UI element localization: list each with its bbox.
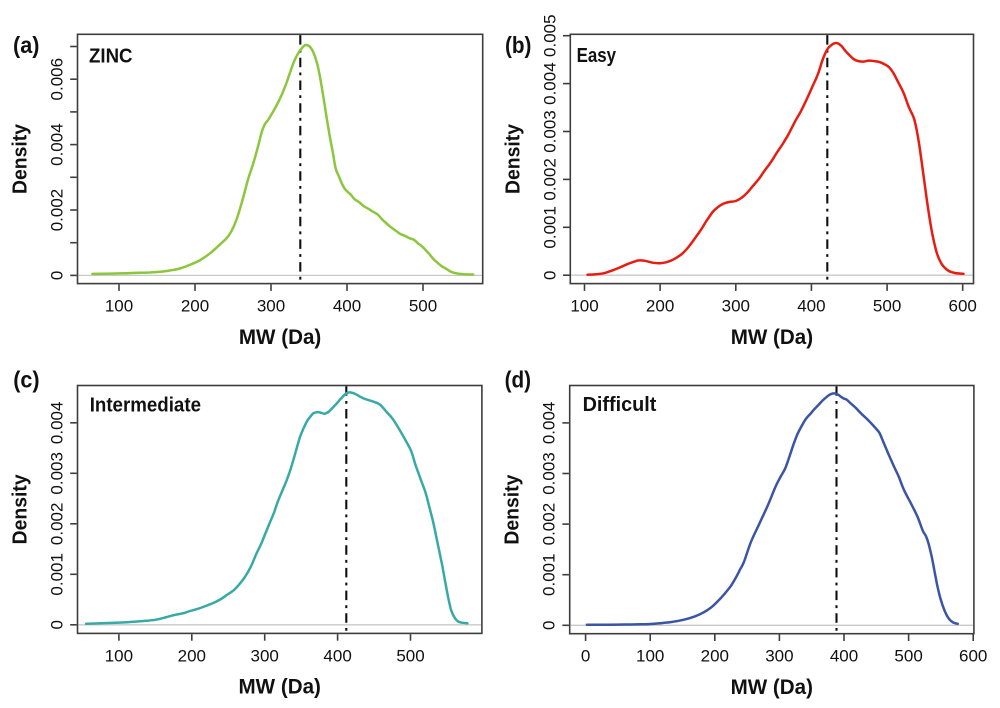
svg-text:MW (Da): MW (Da) xyxy=(731,676,813,699)
svg-text:0.003: 0.003 xyxy=(540,110,559,153)
svg-text:500: 500 xyxy=(873,297,901,316)
svg-text:Easy: Easy xyxy=(577,45,617,67)
svg-text:(a): (a) xyxy=(13,32,39,58)
svg-text:0.003: 0.003 xyxy=(48,452,67,495)
svg-text:500: 500 xyxy=(894,647,922,666)
svg-text:MW (Da): MW (Da) xyxy=(239,676,321,699)
svg-text:0: 0 xyxy=(540,270,559,279)
svg-text:Density: Density xyxy=(10,123,32,194)
svg-text:100: 100 xyxy=(105,646,133,665)
svg-text:100: 100 xyxy=(105,297,133,316)
svg-text:0.002: 0.002 xyxy=(48,503,67,546)
svg-text:0: 0 xyxy=(581,647,590,666)
svg-text:(c): (c) xyxy=(13,366,39,392)
svg-text:0.004: 0.004 xyxy=(48,402,67,445)
svg-text:0.002: 0.002 xyxy=(48,189,67,232)
svg-text:Density: Density xyxy=(502,123,524,194)
svg-text:0.001: 0.001 xyxy=(48,553,67,596)
svg-text:(b): (b) xyxy=(505,32,531,58)
svg-text:200: 200 xyxy=(701,647,729,666)
svg-text:600: 600 xyxy=(949,297,977,316)
svg-text:500: 500 xyxy=(396,646,424,665)
svg-text:ZINC: ZINC xyxy=(89,45,133,67)
svg-text:400: 400 xyxy=(323,646,351,665)
svg-text:400: 400 xyxy=(830,647,858,666)
svg-text:400: 400 xyxy=(797,297,825,316)
svg-text:300: 300 xyxy=(257,297,285,316)
svg-text:100: 100 xyxy=(636,647,664,666)
svg-text:MW (Da): MW (Da) xyxy=(731,326,813,349)
svg-text:0: 0 xyxy=(48,620,67,629)
svg-text:200: 200 xyxy=(178,646,206,665)
svg-text:300: 300 xyxy=(765,647,793,666)
svg-text:Density: Density xyxy=(502,474,524,545)
svg-text:0.005: 0.005 xyxy=(540,14,559,57)
svg-text:600: 600 xyxy=(959,647,987,666)
svg-text:Difficult: Difficult xyxy=(583,394,657,416)
svg-text:MW (Da): MW (Da) xyxy=(239,326,321,349)
svg-text:0.004: 0.004 xyxy=(540,402,559,445)
svg-text:300: 300 xyxy=(251,646,279,665)
svg-text:0.002: 0.002 xyxy=(540,503,559,546)
svg-text:0.001: 0.001 xyxy=(540,206,559,249)
svg-text:0.003: 0.003 xyxy=(540,452,559,495)
svg-text:0: 0 xyxy=(48,271,67,280)
svg-text:0.004: 0.004 xyxy=(48,123,67,166)
svg-text:0.004: 0.004 xyxy=(540,62,559,105)
svg-text:0.006: 0.006 xyxy=(48,58,67,101)
svg-text:300: 300 xyxy=(722,297,750,316)
svg-text:Density: Density xyxy=(10,474,32,545)
svg-text:0.002: 0.002 xyxy=(540,158,559,201)
svg-text:200: 200 xyxy=(646,297,674,316)
svg-text:(d): (d) xyxy=(505,366,531,392)
svg-text:0.001: 0.001 xyxy=(540,553,559,596)
svg-text:400: 400 xyxy=(333,297,361,316)
svg-text:200: 200 xyxy=(181,297,209,316)
svg-text:0: 0 xyxy=(540,621,559,630)
svg-text:500: 500 xyxy=(409,297,437,316)
svg-text:Intermediate: Intermediate xyxy=(90,394,201,416)
svg-text:100: 100 xyxy=(570,297,598,316)
